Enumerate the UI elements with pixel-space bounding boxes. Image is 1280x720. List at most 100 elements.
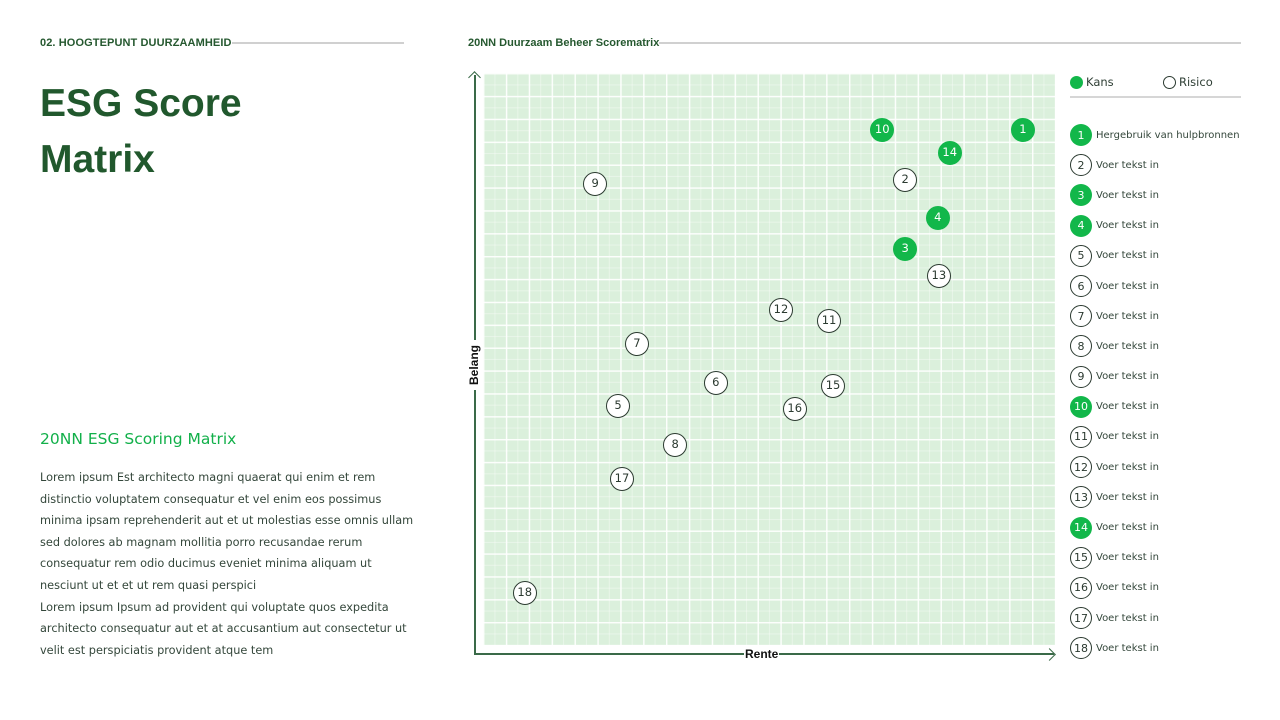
legend-item-11: 11 Voer tekst in: [1070, 422, 1260, 452]
legend-badge-3: 3: [1070, 184, 1092, 207]
chart-title-divider: [659, 42, 1241, 44]
y-axis-label: Belang: [467, 340, 481, 390]
data-point-3: 3: [893, 237, 918, 262]
body-line: distinctio voluptatem consequatur et vel…: [40, 492, 382, 506]
legend-badge-18: 18: [1070, 637, 1092, 660]
data-point-15: 15: [821, 373, 846, 398]
legend-item-label: Voer tekst in: [1096, 491, 1159, 503]
legend-item-14: 14 Voer tekst in: [1070, 512, 1260, 542]
data-point-13: 13: [926, 264, 951, 289]
chart-title-text: 20NN Duurzaam Beheer Scorematrix: [468, 37, 660, 49]
body-line: Lorem ipsum Est architecto magni quaerat…: [40, 471, 376, 484]
legend-item-label: Voer tekst in: [1096, 310, 1159, 322]
data-point-10: 10: [870, 118, 895, 143]
outlined-circle-icon: [1163, 75, 1176, 89]
data-point-7: 7: [624, 332, 649, 357]
section-divider: [231, 42, 404, 44]
legend-badge-6: 6: [1070, 275, 1092, 298]
legend-item-label: Voer tekst in: [1096, 642, 1159, 654]
legend-item-4: 4 Voer tekst in: [1070, 211, 1260, 241]
data-point-12: 12: [769, 297, 793, 322]
x-axis-arrow-icon: [1043, 647, 1056, 661]
body-line: sed dolores ab magnam mollitia porro rec…: [40, 535, 363, 549]
legend-item-10: 10 Voer tekst in: [1070, 392, 1260, 422]
data-point-16: 16: [782, 396, 807, 421]
data-point-18: 18: [512, 580, 537, 605]
data-point-8: 8: [663, 432, 688, 457]
legend-badge-16: 16: [1070, 576, 1092, 599]
legend-item-label: Voer tekst in: [1096, 371, 1159, 383]
legend-badge-4: 4: [1070, 214, 1092, 237]
data-point-1: 1: [1010, 118, 1035, 143]
legend-kans-label: Kans: [1086, 75, 1114, 89]
legend-badge-7: 7: [1070, 305, 1092, 328]
legend-badge-10: 10: [1070, 395, 1092, 418]
legend-item-16: 16 Voer tekst in: [1070, 573, 1260, 603]
body-line: nesciunt ut et et ut rem quasi perspici: [40, 578, 257, 592]
description-body: Lorem ipsum Est architecto magni quaerat…: [40, 467, 414, 661]
data-point-17: 17: [609, 467, 634, 492]
legend-item-label: Voer tekst in: [1096, 582, 1159, 594]
legend-badge-9: 9: [1070, 365, 1092, 388]
legend-badge-15: 15: [1070, 546, 1092, 569]
body-line: architecto consequatur aut et at accusan…: [40, 622, 407, 636]
legend-item-label: Voer tekst in: [1096, 431, 1159, 443]
scatter-plot-area: [483, 73, 1055, 645]
section-label-text: 02. HOOGTEPUNT DUURZAAMHEID: [40, 37, 232, 49]
page-title: ESG Score Matrix: [40, 76, 242, 188]
filled-circle-icon: [1070, 75, 1083, 89]
legend-item-label: Voer tekst in: [1096, 189, 1159, 201]
legend-badge-14: 14: [1070, 516, 1092, 539]
legend-item-7: 7 Voer tekst in: [1070, 301, 1260, 331]
data-point-4: 4: [925, 205, 950, 230]
body-line: consequatur rem odio ducimus eveniet min…: [40, 557, 372, 571]
legend-kans: Kans: [1070, 75, 1114, 89]
body-line: velit est perspiciatis provident atque t…: [40, 643, 274, 657]
legend-item-label: Voer tekst in: [1096, 220, 1159, 232]
legend-badge-11: 11: [1070, 425, 1092, 448]
legend-item-label: Hergebruik van hulpbronnen: [1096, 129, 1240, 141]
page-title-line-2: Matrix: [40, 138, 155, 181]
legend-item-label: Voer tekst in: [1096, 461, 1159, 473]
data-point-9: 9: [583, 171, 608, 196]
y-axis-arrow-icon: [468, 71, 481, 84]
legend-item-6: 6 Voer tekst in: [1070, 271, 1260, 301]
legend-item-8: 8 Voer tekst in: [1070, 331, 1260, 361]
legend-badge-1: 1: [1070, 124, 1092, 147]
legend-item-12: 12 Voer tekst in: [1070, 452, 1260, 482]
section-label: 02. HOOGTEPUNT DUURZAAMHEID: [40, 36, 404, 50]
legend-badge-2: 2: [1070, 154, 1092, 177]
legend-item-18: 18 Voer tekst in: [1070, 633, 1260, 663]
x-axis-label: Rente: [744, 647, 780, 661]
legend-item-15: 15 Voer tekst in: [1070, 543, 1260, 573]
legend-badge-13: 13: [1070, 486, 1092, 509]
legend-item-label: Voer tekst in: [1096, 250, 1159, 262]
legend-badge-5: 5: [1070, 244, 1092, 267]
legend-item-label: Voer tekst in: [1096, 522, 1159, 534]
description-subheading: 20NN ESG Scoring Matrix: [40, 430, 237, 448]
legend-item-5: 5 Voer tekst in: [1070, 241, 1260, 271]
data-point-14: 14: [937, 141, 962, 166]
legend-risico: Risico: [1163, 75, 1213, 89]
page-title-line-1: ESG Score: [40, 82, 242, 125]
legend-item-3: 3 Voer tekst in: [1070, 180, 1260, 210]
legend-item-1: 1 Hergebruik van hulpbronnen: [1070, 120, 1260, 150]
data-point-5: 5: [605, 393, 630, 418]
legend-item-label: Voer tekst in: [1096, 159, 1159, 171]
data-point-11: 11: [817, 309, 842, 334]
legend-header: Kans Risico: [1070, 72, 1241, 98]
legend-item-label: Voer tekst in: [1096, 612, 1159, 624]
legend-risico-label: Risico: [1179, 75, 1213, 89]
legend-badge-17: 17: [1070, 607, 1092, 630]
chart-title: 20NN Duurzaam Beheer Scorematrix: [468, 36, 1241, 50]
legend-badge-8: 8: [1070, 335, 1092, 358]
body-line: minima ipsam reprehenderit aut et ut mol…: [40, 514, 414, 528]
legend-item-2: 2 Voer tekst in: [1070, 150, 1260, 180]
legend-item-9: 9 Voer tekst in: [1070, 362, 1260, 392]
legend-list: 1 Hergebruik van hulpbronnen 2 Voer tekst i…: [1070, 120, 1260, 663]
legend-item-13: 13 Voer tekst in: [1070, 482, 1260, 512]
data-point-6: 6: [703, 371, 728, 396]
legend-item-label: Voer tekst in: [1096, 552, 1159, 564]
legend-item-label: Voer tekst in: [1096, 401, 1159, 413]
data-point-2: 2: [893, 167, 918, 192]
